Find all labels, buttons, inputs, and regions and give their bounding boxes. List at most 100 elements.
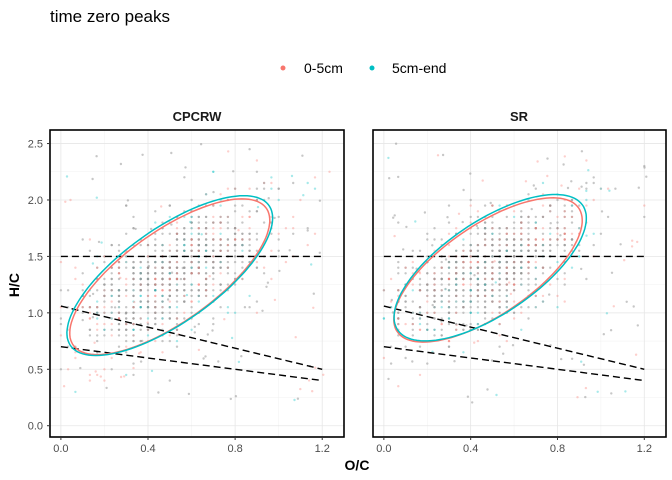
data-point <box>567 187 569 189</box>
data-point <box>212 278 214 280</box>
data-point <box>132 329 134 331</box>
data-point <box>211 329 213 331</box>
data-point <box>292 182 294 184</box>
data-point <box>278 255 280 257</box>
data-point <box>535 188 537 190</box>
data-point <box>234 227 236 229</box>
data-point <box>397 317 399 319</box>
data-point <box>412 317 414 319</box>
data-point <box>205 267 207 269</box>
data-point <box>111 357 113 359</box>
data-point <box>161 317 163 319</box>
data-point <box>455 283 457 285</box>
data-point <box>198 250 200 252</box>
data-point <box>448 283 450 285</box>
data-point <box>473 274 475 276</box>
data-point <box>154 250 156 252</box>
data-point <box>67 368 69 370</box>
data-point <box>212 283 214 285</box>
data-point <box>556 295 558 297</box>
data-point <box>89 306 91 308</box>
data-point <box>140 317 142 319</box>
data-point <box>482 179 484 181</box>
data-point <box>263 267 265 269</box>
data-point <box>512 344 514 346</box>
data-point <box>619 243 621 245</box>
data-point <box>125 267 127 269</box>
data-point <box>433 295 435 297</box>
data-point <box>190 261 192 263</box>
data-point <box>198 283 200 285</box>
data-point <box>535 216 537 218</box>
data-point <box>498 238 500 240</box>
data-point <box>471 401 473 403</box>
data-point <box>448 340 450 342</box>
data-point <box>227 238 229 240</box>
data-point <box>432 304 434 306</box>
data-point <box>477 210 479 212</box>
data-point <box>176 317 178 319</box>
data-point <box>549 238 551 240</box>
data-point <box>248 250 250 252</box>
data-point <box>520 210 522 212</box>
data-point <box>169 340 171 342</box>
data-point <box>103 295 105 297</box>
data-point <box>230 398 232 400</box>
data-point <box>571 216 573 218</box>
y-tick-label: 2.5 <box>28 139 43 151</box>
data-point <box>643 204 645 206</box>
panel-sr: SR <box>373 109 666 440</box>
data-point <box>183 250 185 252</box>
data-point <box>202 357 204 359</box>
data-point <box>89 334 91 336</box>
data-point <box>147 261 149 263</box>
data-point <box>433 300 435 302</box>
data-point <box>455 295 457 297</box>
data-point <box>111 368 113 370</box>
data-point <box>140 289 142 291</box>
data-point <box>441 329 443 331</box>
data-point <box>299 199 301 201</box>
data-point <box>564 210 566 212</box>
data-point <box>248 233 250 235</box>
x-tick-label: 0.4 <box>140 443 155 455</box>
data-point <box>183 267 185 269</box>
data-point <box>597 391 599 393</box>
data-point <box>484 278 486 280</box>
data-point <box>390 362 392 364</box>
data-point <box>477 250 479 252</box>
data-point <box>147 283 149 285</box>
data-point <box>444 288 446 290</box>
data-point <box>219 238 221 240</box>
data-point <box>635 354 637 356</box>
data-point <box>614 188 616 190</box>
data-point <box>147 295 149 297</box>
data-point <box>412 267 414 269</box>
data-point <box>219 227 221 229</box>
data-point <box>548 293 550 295</box>
data-point <box>82 238 84 240</box>
data-point <box>470 289 472 291</box>
data-point <box>527 238 529 240</box>
data-point <box>98 241 100 243</box>
data-point <box>198 238 200 240</box>
data-point <box>542 272 544 274</box>
data-point <box>190 300 192 302</box>
data-point <box>60 323 62 325</box>
data-point <box>549 210 551 212</box>
data-point <box>585 188 587 190</box>
data-point <box>513 244 515 246</box>
data-point <box>176 289 178 291</box>
data-point <box>198 244 200 246</box>
data-point <box>114 306 116 308</box>
data-point <box>161 233 163 235</box>
data-point <box>118 329 120 331</box>
data-point <box>556 216 558 218</box>
data-point <box>491 312 493 314</box>
data-point <box>383 289 385 291</box>
data-point <box>600 233 602 235</box>
data-point <box>140 295 142 297</box>
data-point <box>419 289 421 291</box>
data-point <box>469 172 471 174</box>
x-tick-label: 1.2 <box>315 443 330 455</box>
